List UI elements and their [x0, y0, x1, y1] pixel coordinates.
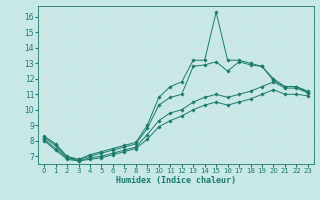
X-axis label: Humidex (Indice chaleur): Humidex (Indice chaleur)	[116, 176, 236, 185]
